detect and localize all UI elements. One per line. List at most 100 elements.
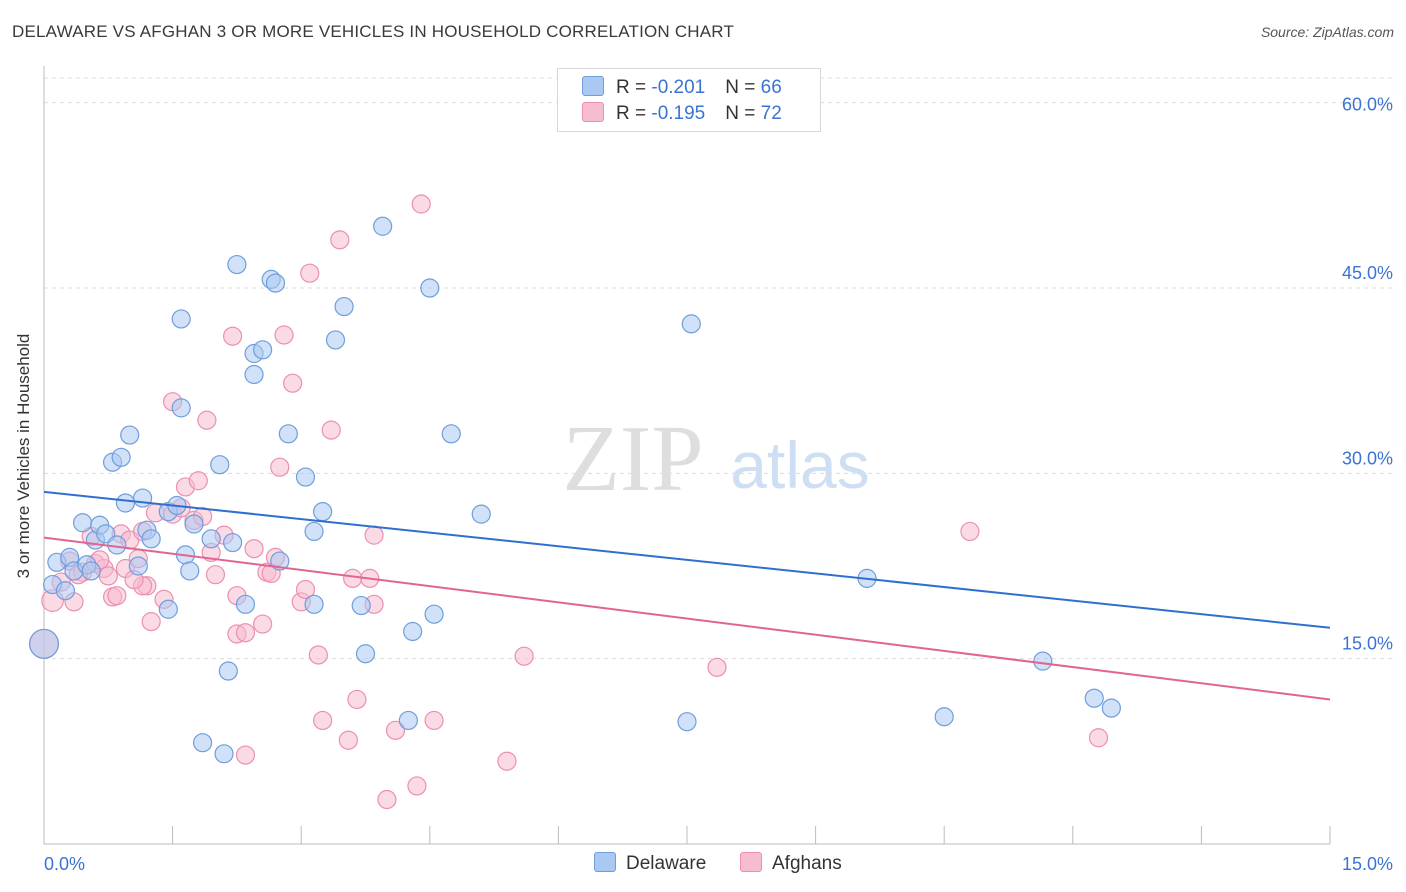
delaware-point [171,398,191,418]
afghans-point [98,566,118,586]
delaware-point [304,594,324,614]
afghans-point [424,710,444,731]
legend-n-label: N = [725,103,761,124]
afghans-point [253,614,273,634]
y-tick-label: 30.0% [1342,448,1393,468]
delaware-point [210,455,230,475]
delaware-point [218,661,238,681]
legend-n-value: 66 [760,77,782,98]
delaware-point [253,340,273,360]
afghans-point [338,730,358,750]
delaware-point [111,447,131,467]
afghans-point [205,565,226,585]
y-axis-tick-labels: 15.0% 30.0% 45.0% 60.0% [1342,95,1393,654]
legend-r-label: R = [616,77,652,98]
delaware-point [81,561,101,581]
gridlines [43,66,1393,845]
legend-r-label: R = [616,103,652,124]
delaware-point [304,521,324,542]
delaware-point [1033,651,1053,671]
afghans-point [308,645,328,665]
delaware-trend-line [43,490,1331,629]
legend-row-delaware: R = -0.201 N = 66 [582,76,782,100]
delaware-point [115,493,136,513]
legend-item-delaware[interactable]: Delaware [594,852,706,875]
afghans-point [1088,728,1109,748]
delaware-point [132,488,153,508]
delaware-point [128,556,148,576]
afghans-point [497,751,517,771]
x-axis-ticks [43,826,1331,844]
x-tick-label-min: 0.0% [44,854,85,874]
afghans-swatch [582,102,604,122]
legend-r-value: -0.201 [651,77,706,98]
delaware-point [934,707,954,727]
delaware-point [158,599,178,619]
legend-n-label: N = [725,77,761,98]
afghans-trend-line [43,536,1331,701]
afghans-point [343,568,363,588]
afghans-point [295,579,316,600]
afghans-legend-swatch [740,852,762,872]
delaware-point [270,551,290,571]
afghans-point [235,745,256,765]
delaware-point [424,604,444,624]
afghans-point [141,612,161,632]
legend-row-afghans: R = -0.195 N = 72 [582,102,782,126]
legend-n-value: 72 [760,103,782,124]
delaware-point [278,424,298,444]
delaware-point [420,278,440,298]
afghans-point [364,525,384,545]
afghans-point [223,326,243,346]
afghans-point [313,710,333,731]
delaware-point [184,514,204,534]
afghans-point [385,720,406,740]
legend-r-value: -0.195 [651,103,706,124]
afghans-point [300,263,320,283]
delaware-point [681,314,701,334]
legend-item-afghans[interactable]: Afghans [740,852,842,875]
afghans-point [707,657,727,677]
delaware-point [334,296,354,317]
delaware-point [235,594,256,614]
delaware-point [441,424,461,444]
afghans-point [270,457,290,477]
delaware-point [227,254,247,275]
afghans-point [321,420,341,440]
afghans-point [411,194,431,214]
trend-lines [43,490,1331,701]
delaware-point [471,504,491,524]
delaware-point [141,529,161,549]
afghans-point [347,689,367,710]
delaware-point [295,467,316,487]
afghans-point [188,471,208,491]
delaware-point [677,712,697,732]
delaware-point [355,644,376,664]
afghans-point [514,646,534,666]
afghans-point [107,586,127,606]
afghans-point [235,623,256,643]
y-tick-label: 15.0% [1342,634,1393,654]
afghans-legend-label: Afghans [772,853,842,874]
correlation-legend: R = -0.201 N = 66 R = -0.195 N = 72 [557,68,821,132]
delaware-point [214,744,234,764]
delaware-point [373,216,393,236]
y-tick-label: 60.0% [1342,95,1393,115]
x-tick-label-max: 15.0% [1342,854,1393,874]
delaware-point [120,425,140,445]
source-label: Source: ZipAtlas.com [1260,24,1394,40]
delaware-point [72,513,93,533]
afghans-point [244,539,264,559]
delaware-point [171,309,191,329]
delaware-point [1084,688,1104,708]
afghans-point [960,521,980,542]
delaware-point [313,502,333,522]
watermark-atlas: atlas [730,428,869,502]
delaware-point [55,581,76,601]
afghans-point [197,410,217,430]
delaware-swatch [582,76,604,96]
delaware-point [193,733,213,753]
afghans-point [330,230,350,250]
y-axis-label: 3 or more Vehicles in Household [14,333,33,579]
